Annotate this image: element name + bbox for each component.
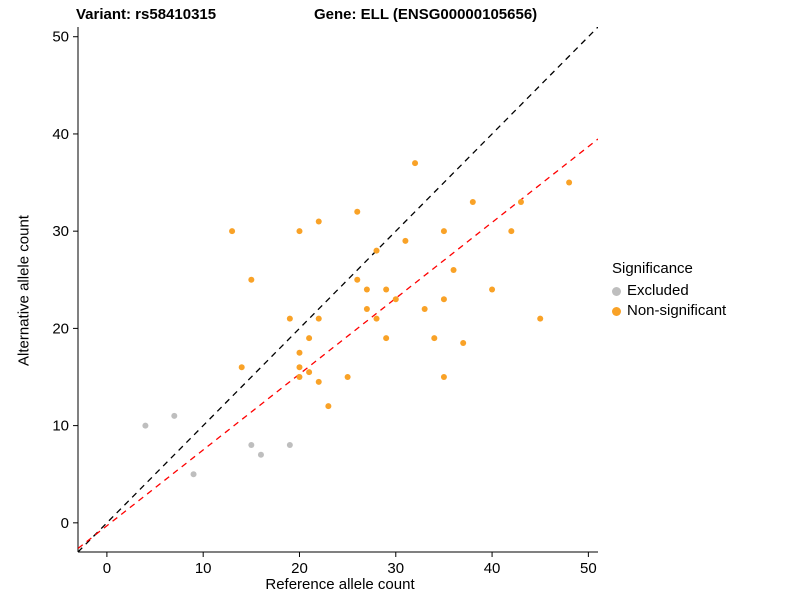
data-point-non-significant <box>440 374 447 380</box>
data-point-non-significant <box>517 199 524 205</box>
y-tick-label: 20 <box>52 320 69 337</box>
data-point-non-significant <box>325 403 332 410</box>
data-point-non-significant <box>412 160 419 167</box>
data-point-non-significant <box>344 374 351 380</box>
fit-line <box>78 138 598 550</box>
x-tick-label: 40 <box>484 560 501 577</box>
legend: Significance Excluded Non-significant <box>612 260 726 321</box>
data-point-non-significant <box>383 335 390 342</box>
data-point-excluded <box>190 471 197 478</box>
data-point-non-significant <box>296 349 303 356</box>
data-point-non-significant <box>373 247 380 254</box>
legend-title: Significance <box>612 260 693 277</box>
data-point-excluded <box>142 422 149 429</box>
data-point-non-significant <box>469 199 476 205</box>
legend-label-nonsignificant: Non-significant <box>627 302 727 319</box>
data-point-non-significant <box>296 364 303 371</box>
legend-item-nonsignificant: Non-significant <box>612 301 726 321</box>
data-point-non-significant <box>354 276 361 283</box>
data-point-non-significant <box>306 335 313 342</box>
x-tick-label: 20 <box>291 560 308 577</box>
legend-item-excluded: Excluded <box>612 281 726 301</box>
data-point-non-significant <box>315 218 322 225</box>
data-point-non-significant <box>315 315 322 322</box>
nonsignificant-dot-icon <box>612 306 621 316</box>
excluded-dot-icon <box>612 286 621 296</box>
chart-title-variant: Variant: rs58410315 <box>76 6 217 23</box>
chart-title-gene: Gene: ELL (ENSG00000105656) <box>314 6 538 23</box>
data-point-non-significant <box>537 315 544 322</box>
data-point-non-significant <box>248 276 255 283</box>
data-point-non-significant <box>440 228 447 235</box>
data-point-non-significant <box>383 286 390 293</box>
data-point-non-significant <box>402 237 409 244</box>
data-point-non-significant <box>296 228 303 235</box>
data-point-non-significant <box>363 286 370 293</box>
data-point-non-significant <box>306 369 313 376</box>
data-point-excluded <box>257 451 264 458</box>
data-point-non-significant <box>238 364 245 371</box>
y-tick-label: 50 <box>52 29 69 46</box>
data-point-non-significant <box>296 374 303 380</box>
data-point-non-significant <box>508 228 515 235</box>
y-tick-label: 10 <box>52 418 69 435</box>
data-point-non-significant <box>421 305 428 312</box>
x-tick-label: 30 <box>387 560 404 577</box>
x-axis-title: Reference allele count <box>265 576 415 593</box>
x-tick-label: 0 <box>103 560 111 577</box>
data-point-non-significant <box>566 179 573 186</box>
data-point-non-significant <box>440 296 447 303</box>
x-tick-label: 10 <box>195 560 212 577</box>
data-point-non-significant <box>363 305 370 312</box>
data-point-non-significant <box>373 315 380 322</box>
data-point-non-significant <box>286 315 293 322</box>
identity-line <box>78 27 598 552</box>
data-point-non-significant <box>450 267 457 274</box>
y-tick-label: 30 <box>52 223 69 240</box>
x-tick-label: 50 <box>580 560 597 577</box>
y-tick-label: 40 <box>52 126 69 143</box>
y-tick-label: 0 <box>61 515 69 532</box>
data-point-non-significant <box>392 296 399 303</box>
data-point-non-significant <box>460 339 467 346</box>
legend-label-excluded: Excluded <box>627 282 689 299</box>
data-point-excluded <box>248 442 255 449</box>
data-point-excluded <box>171 412 178 419</box>
data-point-non-significant <box>315 378 322 385</box>
data-point-non-significant <box>431 335 438 342</box>
data-point-non-significant <box>229 228 236 235</box>
data-point-non-significant <box>354 208 361 215</box>
y-axis-title: Alternative allele count <box>15 215 33 366</box>
data-point-excluded <box>286 442 293 449</box>
data-point-non-significant <box>489 286 496 293</box>
